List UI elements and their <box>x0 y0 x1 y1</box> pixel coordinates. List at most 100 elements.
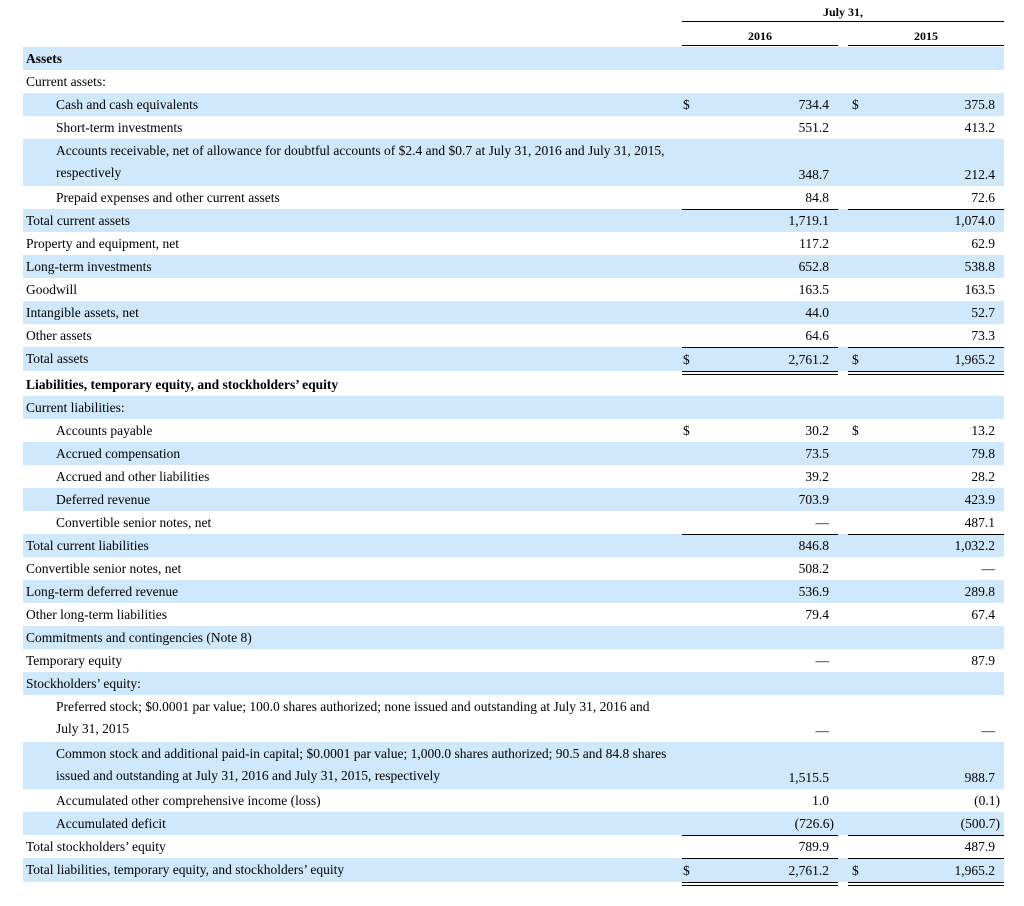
value-2016: 348.7 <box>798 167 829 182</box>
value-2015: 988.7 <box>964 770 995 785</box>
value-2016: 1,719.1 <box>788 213 830 228</box>
table-row: Accumulated other comprehensive income (… <box>23 789 1004 812</box>
value-2015: 1,965.2 <box>954 352 996 367</box>
value-2015: — <box>981 561 996 576</box>
value-2015: 87.9 <box>971 653 995 668</box>
value-2016: 163.5 <box>798 282 829 297</box>
row-label: Cash and cash equivalents <box>56 97 199 112</box>
table-row: Total liabilities, temporary equity, and… <box>23 858 1004 886</box>
value-2016: 551.2 <box>798 120 829 135</box>
period-label: July 31, <box>822 5 863 19</box>
row-label: Long-term investments <box>26 259 152 274</box>
row-label: Accumulated deficit <box>56 816 166 831</box>
table-row: Assets <box>23 47 1004 70</box>
table-row: Total stockholders’ equity 789.9 487.9 <box>23 835 1004 858</box>
row-label: Other long-term liabilities <box>26 607 167 622</box>
row-label: Total current liabilities <box>26 538 149 553</box>
value-2015: 423.9 <box>964 492 995 507</box>
table-row: Accounts payable $ $30.2 13.2 <box>23 419 1004 442</box>
value-2016: 2,761.2 <box>788 863 830 878</box>
table-row: Preferred stock; $0.0001 par value; 100.… <box>23 695 1004 742</box>
row-label: Total assets <box>26 351 89 366</box>
currency-symbol-2016: $ <box>683 352 690 367</box>
currency-symbol-2015: $ <box>852 423 859 438</box>
year-2016-header: 2016 <box>748 29 772 43</box>
row-label: Commitments and contingencies (Note 8) <box>26 630 252 645</box>
value-2016: 703.9 <box>798 492 829 507</box>
value-2015: 79.8 <box>971 446 995 461</box>
row-label: Total current assets <box>26 213 131 228</box>
table-row: Common stock and additional paid-in capi… <box>23 742 1004 789</box>
total-double-rule <box>848 882 1004 886</box>
total-double-rule <box>848 371 1004 375</box>
value-2015: 487.9 <box>964 839 995 854</box>
table-row: Current assets: <box>23 70 1004 93</box>
table-row: Long-term deferred revenue 536.9 289.8 <box>23 580 1004 603</box>
value-2016: (726.6) <box>794 816 834 831</box>
value-2016: 1,515.5 <box>788 770 830 785</box>
subtotal-rule <box>848 347 1004 348</box>
value-2016: 44.0 <box>805 305 829 320</box>
value-2015: 487.1 <box>964 515 995 530</box>
value-2015: 538.8 <box>964 259 995 274</box>
value-2016: 652.8 <box>798 259 829 274</box>
year-2015-header: 2015 <box>914 29 938 43</box>
table-row: Prepaid expenses and other current asset… <box>23 186 1004 209</box>
table-row: Deferred revenue 703.9 423.9 <box>23 488 1004 511</box>
row-label: Intangible assets, net <box>26 305 139 320</box>
row-label: Long-term deferred revenue <box>26 584 179 599</box>
value-2016: 84.8 <box>805 190 829 205</box>
currency-symbol-2016: $ <box>683 97 690 112</box>
value-2016: 64.6 <box>805 328 829 343</box>
value-2015: 163.5 <box>964 282 995 297</box>
table-row: Short-term investments 551.2 413.2 <box>23 116 1004 139</box>
subtotal-rule <box>848 209 1004 210</box>
value-2016: 39.2 <box>805 469 829 484</box>
subtotal-rule <box>682 835 838 836</box>
table-row: Intangible assets, net 44.0 52.7 <box>23 301 1004 324</box>
value-2015: 62.9 <box>971 236 995 251</box>
value-2016: 79.4 <box>805 607 829 622</box>
row-label: Short-term investments <box>56 120 183 135</box>
value-2015: 72.6 <box>971 190 995 205</box>
column-header: July 31, 2016 2015 <box>682 0 1004 47</box>
value-2016: — <box>815 723 830 738</box>
value-2016: 73.5 <box>805 446 829 461</box>
value-2015: 1,074.0 <box>954 213 996 228</box>
total-double-rule <box>682 882 838 886</box>
row-label: Deferred revenue <box>56 492 151 507</box>
row-label: Accrued compensation <box>56 446 181 461</box>
balance-sheet-table: Assets Current assets: Cash and cash equiv… <box>23 47 1004 886</box>
table-row: Long-term investments 652.8 538.8 <box>23 255 1004 278</box>
table-row: Stockholders’ equity: <box>23 672 1004 695</box>
value-2015: 28.2 <box>971 469 995 484</box>
row-label: Total stockholders’ equity <box>26 839 166 854</box>
value-2015: 13.2 <box>971 423 995 438</box>
row-label: Goodwill <box>26 282 78 297</box>
year-2016-rule <box>682 45 838 46</box>
value-2015: (0.1) <box>974 793 1000 808</box>
table-row: Accumulated deficit (726.6) (500.7) <box>23 812 1004 835</box>
currency-symbol-2016: $ <box>683 423 690 438</box>
row-label: Accumulated other comprehensive income (… <box>56 793 321 808</box>
row-label: Prepaid expenses and other current asset… <box>56 190 280 205</box>
table-row: Current liabilities: <box>23 396 1004 419</box>
table-row: Convertible senior notes, net 508.2 — <box>23 557 1004 580</box>
table-row: Goodwill 163.5 163.5 <box>23 278 1004 301</box>
table-row: Accrued and other liabilities 39.2 28.2 <box>23 465 1004 488</box>
table-row: Other assets 64.6 73.3 <box>23 324 1004 347</box>
value-2016: — <box>815 653 830 668</box>
row-label: Convertible senior notes, net <box>26 561 182 576</box>
total-double-rule <box>682 371 838 375</box>
row-label: Convertible senior notes, net <box>56 515 212 530</box>
row-label: Accrued and other liabilities <box>56 469 210 484</box>
subtotal-rule <box>682 858 838 859</box>
table-row: Total current liabilities 846.8 1,032.2 <box>23 534 1004 557</box>
subtotal-rule <box>682 534 838 535</box>
value-2015: 67.4 <box>971 607 995 622</box>
row-label: Total liabilities, temporary equity, and… <box>26 862 345 877</box>
value-2015: 1,032.2 <box>954 538 996 553</box>
table-row: Total current assets 1,719.1 1,074.0 <box>23 209 1004 232</box>
subtotal-rule <box>848 835 1004 836</box>
row-label: Other assets <box>26 328 92 343</box>
